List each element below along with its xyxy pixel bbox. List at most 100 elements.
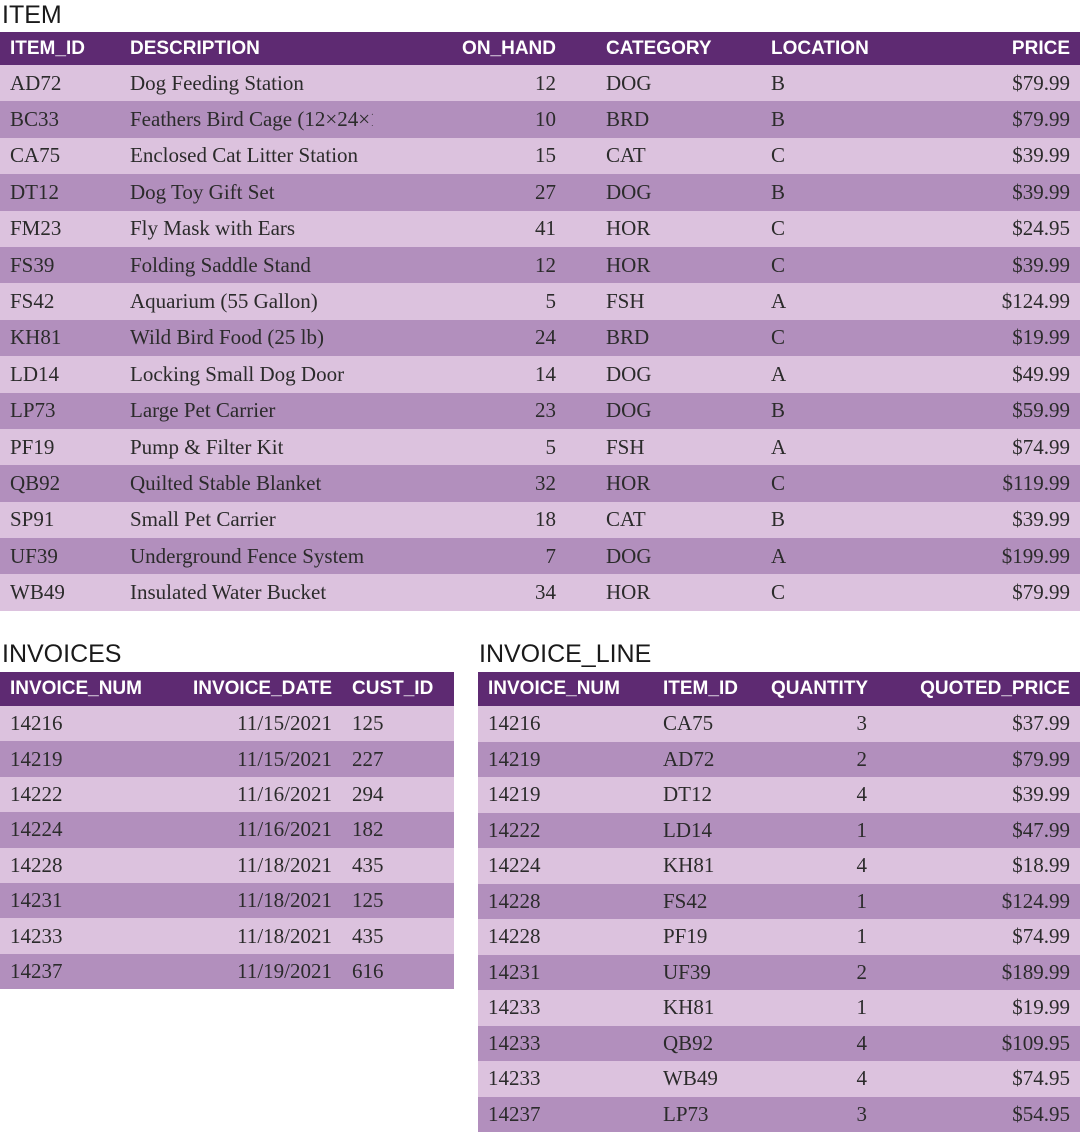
cell-item-id: LP73	[0, 392, 120, 429]
cell-invoice-num: 14231	[0, 882, 160, 919]
cell-quoted-price: $109.95	[877, 1025, 1080, 1061]
table-row: 14222 11/16/2021 294	[0, 776, 454, 813]
cell-item-id: UF39	[0, 538, 120, 575]
cell-description: Wild Bird Food (25 lb)	[120, 319, 373, 357]
column-header-description: DESCRIPTION	[120, 32, 373, 65]
cell-item-id: BC33	[0, 101, 120, 138]
cell-quantity: 1	[761, 919, 877, 955]
cell-on-hand: 14	[373, 356, 566, 393]
cell-category: DOG	[566, 392, 731, 429]
cell-quoted-price: $47.99	[877, 812, 1080, 848]
cell-invoice-num: 14231	[478, 954, 653, 990]
cell-invoice-num: 14237	[478, 1096, 653, 1132]
cell-description: Insulated Water Bucket	[120, 574, 373, 611]
cell-on-hand: 7	[373, 538, 566, 575]
cell-item-id: KH81	[653, 848, 761, 884]
cell-location: C	[731, 137, 896, 175]
invoice-line-table-title: INVOICE_LINE	[479, 640, 652, 668]
cell-description: Dog Feeding Station	[120, 65, 373, 102]
column-header-quoted-price: QUOTED_PRICE	[877, 672, 1080, 706]
table-row: UF39 Underground Fence System 7 DOG A $199.99	[0, 538, 1080, 575]
table-row: 14219 DT12 4 $39.99	[478, 777, 1080, 813]
cell-item-id: WB49	[653, 1061, 761, 1097]
cell-invoice-num: 14222	[478, 812, 653, 848]
cell-quantity: 2	[761, 741, 877, 777]
column-header-price: PRICE	[896, 32, 1080, 65]
table-row: WB49 Insulated Water Bucket 34 HOR C $79.99	[0, 574, 1080, 611]
cell-invoice-date: 11/16/2021	[160, 776, 342, 813]
cell-cust-id: 294	[342, 776, 454, 813]
column-header-on-hand: ON_HAND	[373, 32, 566, 65]
cell-quantity: 3	[761, 706, 877, 742]
cell-invoice-num: 14233	[478, 1061, 653, 1097]
cell-on-hand: 41	[373, 210, 566, 247]
cell-category: DOG	[566, 356, 731, 393]
cell-description: Fly Mask with Ears	[120, 210, 373, 247]
table-row: 14219 11/15/2021 227	[0, 741, 454, 777]
cell-quoted-price: $189.99	[877, 954, 1080, 990]
cell-price: $199.99	[896, 538, 1080, 575]
cell-invoice-date: 11/18/2021	[160, 847, 342, 883]
cell-description: Dog Toy Gift Set	[120, 174, 373, 211]
table-row: 14233 QB92 4 $109.95	[478, 1025, 1080, 1061]
cell-cust-id: 435	[342, 918, 454, 954]
cell-location: C	[731, 210, 896, 247]
cell-category: FSH	[566, 428, 731, 466]
cell-price: $49.99	[896, 356, 1080, 393]
cell-on-hand: 5	[373, 428, 566, 466]
table-row: 14224 KH81 4 $18.99	[478, 848, 1080, 884]
column-header-cust-id: CUST_ID	[342, 672, 454, 706]
table-row: 14228 FS42 1 $124.99	[478, 883, 1080, 919]
cell-category: BRD	[566, 101, 731, 138]
table-row: 14237 11/19/2021 616	[0, 953, 454, 990]
cell-location: C	[731, 465, 896, 502]
item-table-title: ITEM	[2, 1, 62, 29]
cell-price: $39.99	[896, 246, 1080, 284]
cell-location: A	[731, 428, 896, 466]
cell-invoice-date: 11/16/2021	[160, 812, 342, 848]
cell-invoice-num: 14222	[0, 776, 160, 813]
table-row: 14231 11/18/2021 125	[0, 882, 454, 919]
cell-item-id: KH81	[0, 319, 120, 357]
cell-item-id: FS39	[0, 246, 120, 284]
cell-on-hand: 5	[373, 283, 566, 320]
cell-description: Enclosed Cat Litter Station	[120, 137, 373, 175]
cell-quoted-price: $39.99	[877, 777, 1080, 813]
cell-price: $19.99	[896, 319, 1080, 357]
invoice-line-table: INVOICE_NUM ITEM_ID QUANTITY QUOTED_PRICE 14…	[478, 672, 1080, 1132]
cell-item-id: PF19	[653, 919, 761, 955]
cell-invoice-num: 14228	[0, 847, 160, 883]
cell-cust-id: 435	[342, 847, 454, 883]
invoices-header: INVOICE_NUM INVOICE_DATE CUST_ID	[0, 672, 454, 706]
column-header-invoice-date: INVOICE_DATE	[160, 672, 342, 706]
table-row: 14228 PF19 1 $74.99	[478, 919, 1080, 955]
cell-item-id: FM23	[0, 210, 120, 247]
cell-quoted-price: $19.99	[877, 990, 1080, 1026]
cell-item-id: CA75	[653, 706, 761, 742]
cell-description: Pump & Filter Kit	[120, 428, 373, 466]
cell-location: B	[731, 65, 896, 102]
table-row: CA75 Enclosed Cat Litter Station 15 CAT C $39…	[0, 137, 1080, 175]
table-row: 14233 WB49 4 $74.95	[478, 1061, 1080, 1097]
table-row: 14233 KH81 1 $19.99	[478, 990, 1080, 1026]
cell-on-hand: 15	[373, 137, 566, 175]
cell-invoice-num: 14224	[0, 812, 160, 848]
cell-quantity: 1	[761, 883, 877, 919]
cell-price: $39.99	[896, 174, 1080, 211]
cell-cust-id: 125	[342, 706, 454, 742]
cell-description: Large Pet Carrier	[120, 392, 373, 429]
item-header: ITEM_ID DESCRIPTION ON_HAND CATEGORY LOCATIO…	[0, 32, 1080, 65]
cell-item-id: PF19	[0, 428, 120, 466]
cell-invoice-num: 14224	[478, 848, 653, 884]
cell-location: B	[731, 101, 896, 138]
cell-cust-id: 125	[342, 882, 454, 919]
column-header-invoice-num: INVOICE_NUM	[0, 672, 160, 706]
cell-on-hand: 12	[373, 246, 566, 284]
table-row: QB92 Quilted Stable Blanket 32 HOR C $119.99	[0, 465, 1080, 502]
cell-quantity: 4	[761, 1025, 877, 1061]
invoices-table-title: INVOICES	[2, 640, 122, 668]
cell-price: $24.95	[896, 210, 1080, 247]
cell-invoice-num: 14233	[478, 1025, 653, 1061]
cell-cust-id: 227	[342, 741, 454, 777]
cell-on-hand: 27	[373, 174, 566, 211]
